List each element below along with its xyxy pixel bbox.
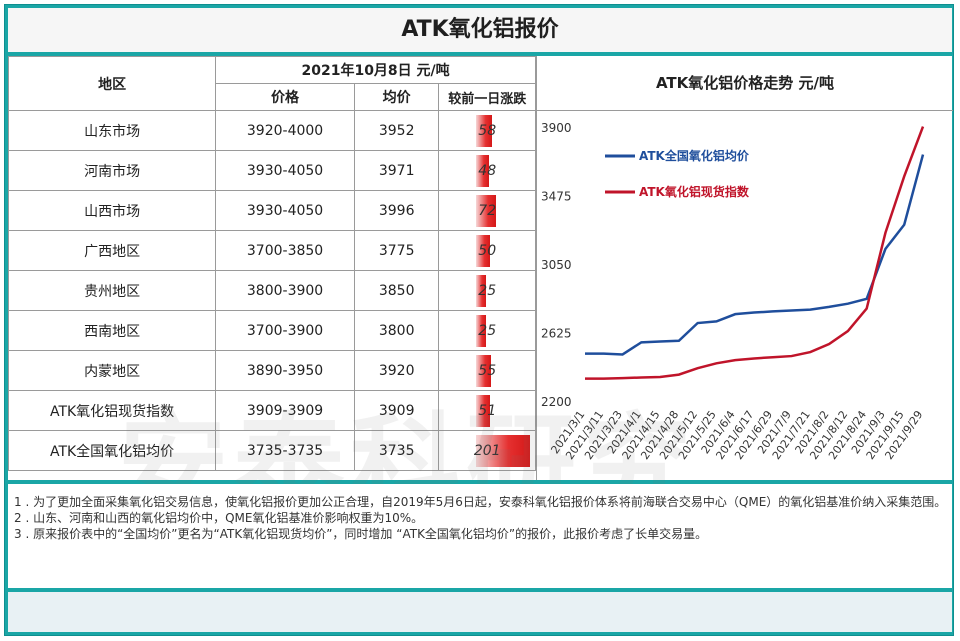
header-change: 较前一日涨跌 — [438, 83, 536, 111]
series-line-0 — [585, 154, 925, 356]
change-value: 50 — [478, 242, 497, 259]
y-tick-label: 2625 — [541, 327, 572, 341]
change-bar — [476, 395, 491, 427]
avg-cell: 3800 — [353, 310, 440, 351]
avg-cell: 3952 — [353, 110, 440, 151]
legend-label: ATK全国氧化铝均价 — [639, 148, 750, 163]
table-row: ATK氧化铝现货指数 3909-3909 3909 51 — [7, 390, 536, 431]
avg-cell: 3996 — [353, 190, 440, 231]
header-price: 价格 — [215, 83, 355, 111]
price-cell: 3735-3735 — [215, 430, 355, 471]
legend-label: ATK氧化铝现货指数 — [639, 184, 750, 199]
region-cell: ATK全国氧化铝均价 — [7, 430, 217, 471]
region-cell: 山东市场 — [7, 110, 217, 151]
change-value: 51 — [478, 402, 497, 419]
region-cell: 河南市场 — [7, 150, 217, 191]
y-tick-label: 3050 — [541, 258, 572, 272]
change-cell: 48 — [438, 150, 536, 191]
change-value: 55 — [478, 362, 497, 379]
region-cell: 西南地区 — [7, 310, 217, 351]
title-bar: ATK氧化铝报价 — [8, 8, 952, 52]
y-tick-label: 3900 — [541, 121, 572, 135]
header-region: 地区 — [7, 56, 217, 111]
region-cell: ATK氧化铝现货指数 — [7, 390, 217, 431]
change-bar — [476, 235, 490, 267]
chart-panel: ATK氧化铝价格走势 元/吨 2200 2625 3050 3475 3900 2021/… — [536, 56, 953, 480]
series-line-1 — [585, 126, 925, 380]
price-table: 地区 2021年10月8日 元/吨 价格 均价 较前一日涨跌 山东市场 3920-… — [7, 56, 536, 471]
change-cell: 51 — [438, 390, 536, 431]
change-bar — [476, 115, 492, 147]
table-row: ATK全国氧化铝均价 3735-3735 3735 201 — [7, 430, 536, 471]
avg-cell: 3920 — [353, 350, 440, 391]
change-bar — [476, 355, 492, 387]
page-title: ATK氧化铝报价 — [401, 17, 559, 42]
change-bar — [476, 315, 487, 347]
region-cell: 山西市场 — [7, 190, 217, 231]
change-bar — [476, 195, 496, 227]
avg-cell: 3971 — [353, 150, 440, 191]
change-value: 58 — [478, 122, 497, 139]
change-bar — [476, 155, 490, 187]
note-3: 3 . 原来报价表中的“全国均价”更名为“ATK氧化铝现货均价”，同时增加 “A… — [14, 527, 708, 541]
price-cell: 3909-3909 — [215, 390, 355, 431]
avg-cell: 3850 — [353, 270, 440, 311]
region-cell: 广西地区 — [7, 230, 217, 271]
change-cell: 58 — [438, 110, 536, 151]
chart-title: ATK氧化铝价格走势 元/吨 — [537, 56, 953, 111]
table-row: 山东市场 3920-4000 3952 58 — [7, 110, 536, 151]
change-value: 72 — [478, 202, 497, 219]
change-bar — [476, 435, 531, 467]
price-cell: 3700-3850 — [215, 230, 355, 271]
price-cell: 3700-3900 — [215, 310, 355, 351]
price-cell: 3800-3900 — [215, 270, 355, 311]
change-value: 48 — [478, 162, 497, 179]
price-cell: 3930-4050 — [215, 190, 355, 231]
table-header-row: 地区 2021年10月8日 元/吨 — [7, 56, 536, 111]
change-cell: 25 — [438, 270, 536, 311]
avg-cell: 3775 — [353, 230, 440, 271]
bottom-band — [8, 592, 952, 632]
table-row: 广西地区 3700-3850 3775 50 — [7, 230, 536, 271]
notes-panel: 1 . 为了更加全面采集氧化铝交易信息，使氧化铝报价更加公正合理，自2019年5… — [8, 484, 952, 588]
table-row: 贵州地区 3800-3900 3850 25 — [7, 270, 536, 311]
table-subheader-row: 价格 均价 较前一日涨跌 — [9, 83, 536, 111]
change-value: 201 — [473, 442, 501, 459]
y-tick-label: 2200 — [541, 395, 572, 409]
header-avg: 均价 — [353, 83, 440, 111]
price-trend-chart: 220026253050347539002021/3/12021/3/11202… — [541, 121, 925, 462]
change-cell: 50 — [438, 230, 536, 271]
change-bar — [476, 275, 487, 307]
change-cell: 72 — [438, 190, 536, 231]
change-cell: 201 — [438, 430, 536, 471]
avg-cell: 3909 — [353, 390, 440, 431]
main-panel: 地区 2021年10月8日 元/吨 价格 均价 较前一日涨跌 山东市场 3920-… — [7, 56, 953, 530]
change-value: 25 — [478, 322, 497, 339]
avg-cell: 3735 — [353, 430, 440, 471]
header-date: 2021年10月8日 元/吨 — [215, 56, 536, 84]
change-cell: 25 — [438, 310, 536, 351]
y-tick-label: 3475 — [541, 190, 572, 204]
change-value: 25 — [478, 282, 497, 299]
table-row: 山西市场 3930-4050 3996 72 — [7, 190, 536, 231]
table-row: 西南地区 3700-3900 3800 25 — [7, 310, 536, 351]
table-row: 河南市场 3930-4050 3971 48 — [7, 150, 536, 191]
note-2: 2 . 山东、河南和山西的氧化铝均价中，QME氧化铝基准价影响权重为10%。 — [14, 511, 424, 525]
note-1: 1 . 为了更加全面采集氧化铝交易信息，使氧化铝报价更加公正合理，自2019年5… — [14, 495, 947, 509]
price-cell: 3930-4050 — [215, 150, 355, 191]
price-cell: 3920-4000 — [215, 110, 355, 151]
region-cell: 贵州地区 — [7, 270, 217, 311]
table-body: 山东市场 3920-4000 3952 58 河南市场 3930-4050 3971 48 山西… — [7, 110, 536, 471]
